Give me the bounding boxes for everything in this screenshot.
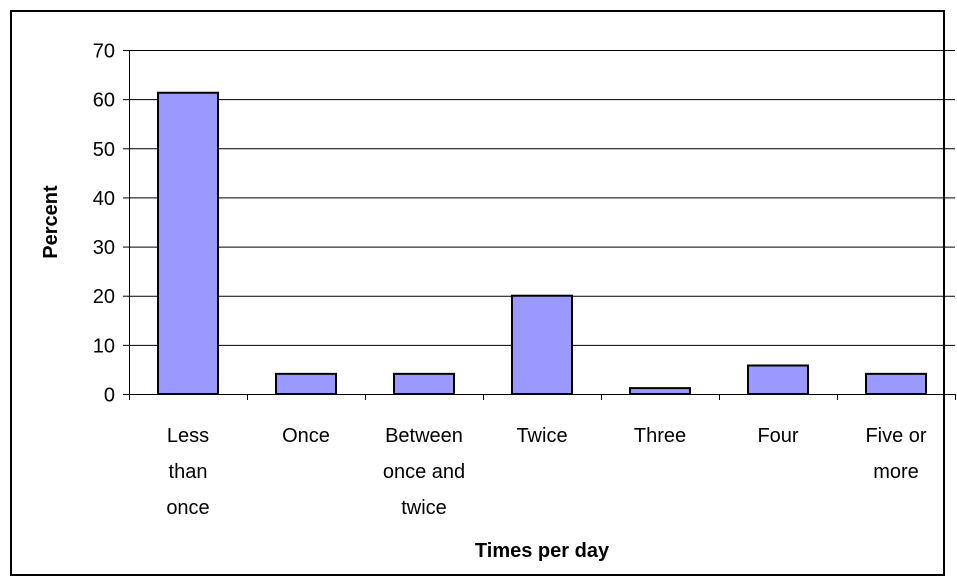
y-tick-label: 0 <box>104 385 115 407</box>
x-tick-label-line: once <box>166 497 209 519</box>
x-axis-title: Times per day <box>475 540 610 562</box>
y-axis-title: Percent <box>40 185 62 259</box>
bar <box>393 372 455 396</box>
x-tick-label: Five or more <box>865 425 926 483</box>
x-tick-label-line: Between <box>385 425 463 447</box>
bar <box>865 372 927 396</box>
x-tick-label: Twice <box>516 425 567 447</box>
y-tick-label: 20 <box>93 286 115 308</box>
y-tick-label: 30 <box>93 237 115 259</box>
x-tick-label: Less than once <box>166 425 209 519</box>
x-tick-label-line: Less <box>167 425 209 447</box>
x-tick-label: Between once and twice <box>383 425 465 519</box>
axes <box>123 50 956 400</box>
x-tick-label-line: twice <box>401 497 447 519</box>
x-tick-label-line: Twice <box>516 425 567 447</box>
x-tick-label-line: than <box>169 461 208 483</box>
x-tick-label-line: Five or <box>865 425 926 447</box>
y-tick-label: 10 <box>93 335 115 357</box>
x-tick-label: Three <box>634 425 686 447</box>
bar <box>747 364 809 395</box>
y-tick-label: 60 <box>93 90 115 112</box>
y-tick-label: 50 <box>93 139 115 161</box>
bars <box>157 91 927 396</box>
x-tick-label-line: once and <box>383 461 465 483</box>
bar <box>275 372 337 396</box>
bar <box>157 91 219 396</box>
x-tick-label-line: Once <box>282 425 330 447</box>
bar <box>511 294 573 396</box>
x-tick-label: Once <box>282 425 330 447</box>
x-tick-label-line: more <box>873 461 919 483</box>
x-tick-label: Four <box>757 425 798 447</box>
tick-labels: 0 10 20 30 40 50 60 70 Less than once Once Between on… <box>93 41 927 520</box>
x-tick-label-line: Four <box>757 425 798 447</box>
y-tick-label: 40 <box>93 188 115 210</box>
gridlines <box>129 50 955 346</box>
bar <box>629 387 691 395</box>
y-tick-label: 70 <box>93 41 115 63</box>
x-tick-label-line: Three <box>634 425 686 447</box>
